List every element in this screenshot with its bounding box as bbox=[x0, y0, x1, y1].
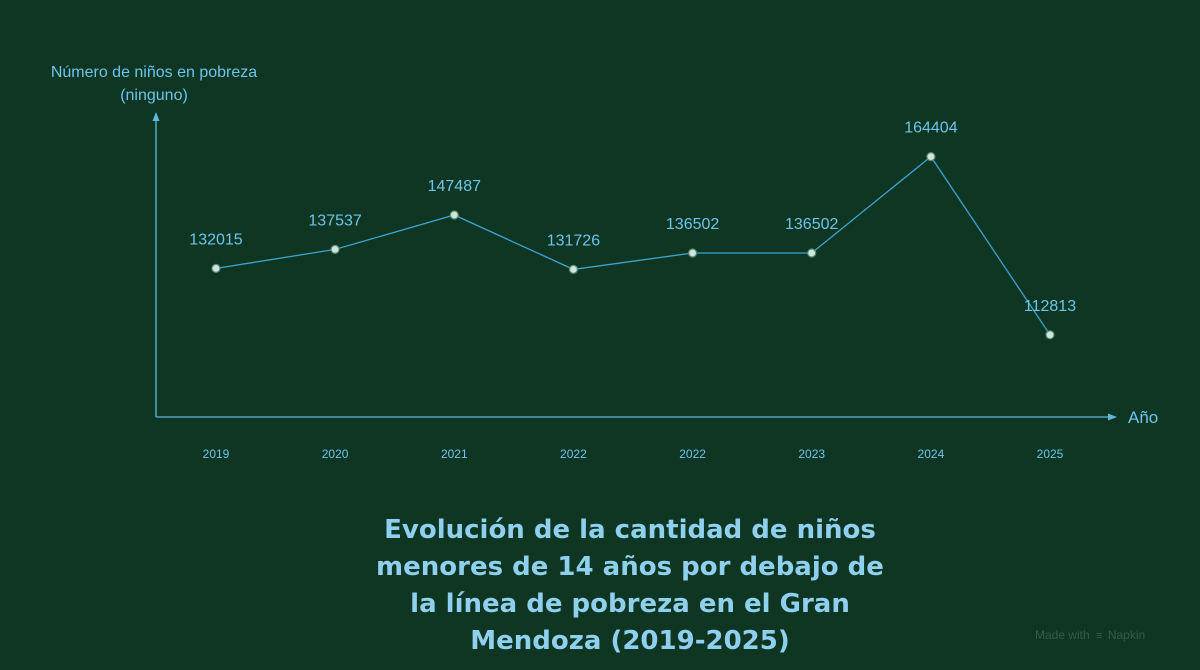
series-line bbox=[215, 155, 1051, 336]
y-axis bbox=[152, 112, 160, 417]
x-axis bbox=[156, 413, 1117, 421]
data-point-5 bbox=[807, 248, 817, 258]
data-label-3: 131726 bbox=[547, 232, 600, 249]
chart-title-line-3: la línea de pobreza en el Gran bbox=[410, 589, 850, 619]
y-axis-label-line-1: Número de niños en pobreza bbox=[51, 64, 257, 81]
data-point-2 bbox=[449, 210, 459, 220]
data-label-1: 137537 bbox=[308, 212, 361, 229]
x-tick-label-4: 2022 bbox=[679, 447, 706, 461]
data-point-7 bbox=[1045, 330, 1055, 340]
data-label-6: 164404 bbox=[904, 120, 957, 137]
data-point-6 bbox=[926, 152, 936, 162]
data-point-1 bbox=[330, 244, 340, 254]
x-tick-label-0: 2019 bbox=[203, 447, 230, 461]
x-tick-label-7: 2025 bbox=[1037, 447, 1064, 461]
chart-title: Evolución de la cantidad de niños menore… bbox=[360, 512, 900, 660]
data-label-7: 112813 bbox=[1024, 298, 1076, 315]
x-tick-label-5: 2023 bbox=[798, 447, 825, 461]
watermark-prefix: Made with bbox=[1035, 628, 1090, 642]
x-tick-label-3: 2022 bbox=[560, 447, 587, 461]
napkin-logo-icon: ≡ bbox=[1096, 630, 1103, 642]
data-point-0 bbox=[211, 263, 221, 273]
chart-title-line-1: Evolución de la cantidad de niños bbox=[384, 515, 876, 545]
chart-title-line-4: Mendoza (2019-2025) bbox=[470, 626, 790, 656]
x-axis-label: Año bbox=[1128, 408, 1158, 427]
data-point-3 bbox=[568, 264, 579, 274]
x-tick-label-2: 2021 bbox=[441, 447, 468, 461]
x-tick-label-6: 2024 bbox=[918, 447, 945, 461]
data-label-2: 147487 bbox=[428, 178, 481, 195]
data-label-5: 136502 bbox=[785, 216, 838, 233]
data-label-4: 136502 bbox=[666, 216, 719, 233]
data-label-0: 132015 bbox=[189, 231, 242, 248]
chart-title-line-2: menores de 14 años por debajo de bbox=[376, 552, 884, 582]
x-tick-label-1: 2020 bbox=[322, 447, 349, 461]
y-axis-label-line-2: (ninguno) bbox=[120, 87, 188, 104]
watermark-brand: Napkin bbox=[1107, 628, 1146, 642]
napkin-watermark: Made with ≡ Napkin bbox=[1035, 628, 1145, 642]
data-point-4 bbox=[687, 248, 698, 258]
